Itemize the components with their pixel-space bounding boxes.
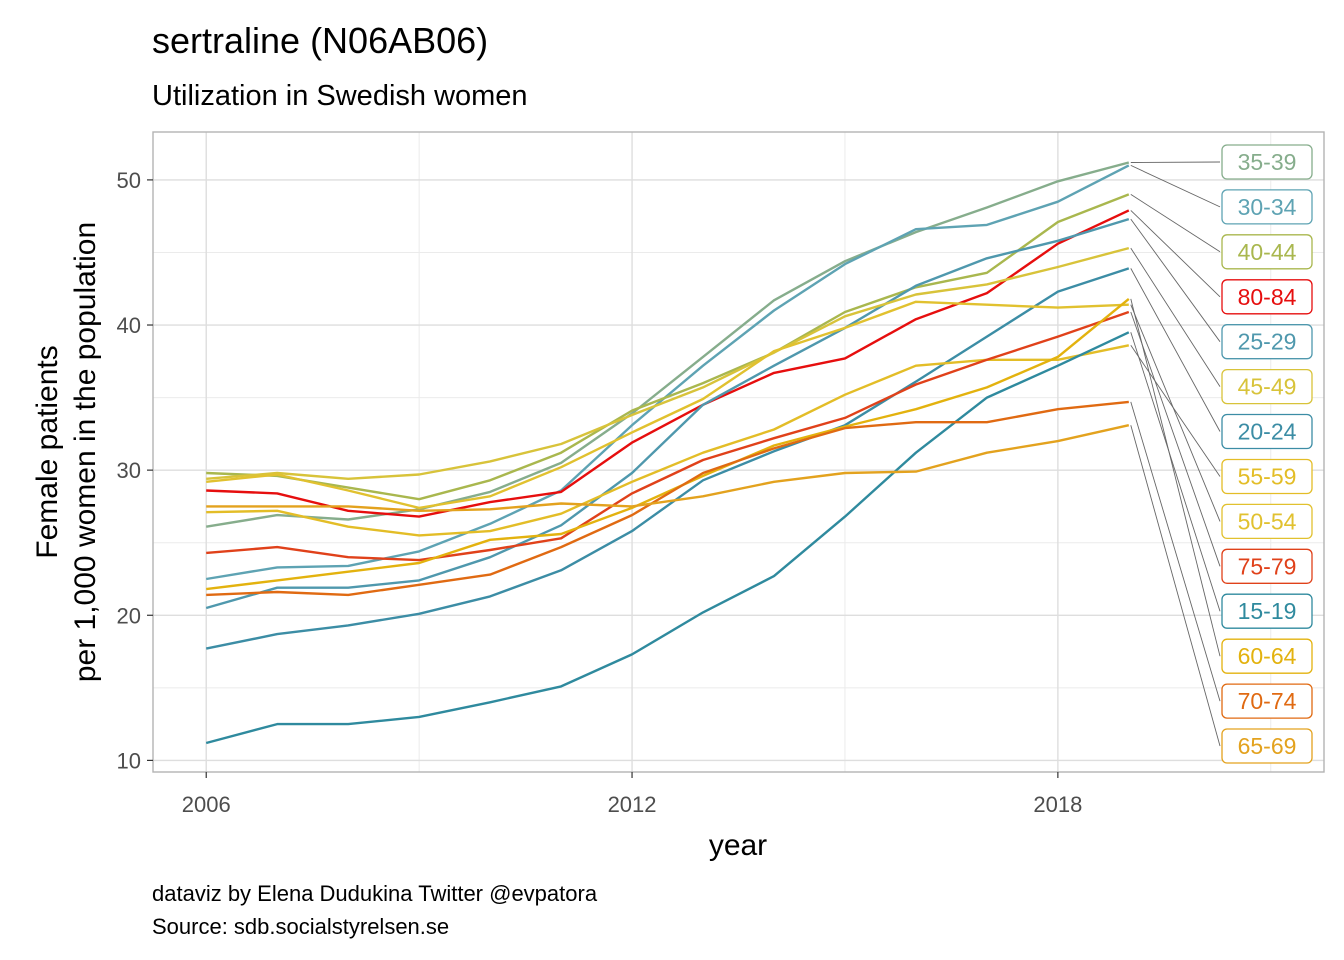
label-text: 65-69 <box>1238 733 1297 759</box>
y-tick-label: 30 <box>117 458 141 483</box>
series-label-50-54: 50-54 <box>1221 503 1313 540</box>
series-line-15-19 <box>205 331 1130 745</box>
label-box <box>1221 413 1313 450</box>
label-text: 20-24 <box>1238 419 1297 445</box>
series-label-55-59: 55-59 <box>1221 458 1313 495</box>
y-tick-label: 20 <box>117 603 141 628</box>
series-line-35-39 <box>206 161 1130 528</box>
label-text: 40-44 <box>1238 239 1297 265</box>
label-box <box>1221 368 1313 405</box>
y-tick-label: 40 <box>117 313 141 338</box>
label-leader-lines <box>1130 161 1221 747</box>
caption-source: Source: sdb.socialstyrelsen.se <box>152 914 449 939</box>
series-label-25-29: 25-29 <box>1221 324 1313 360</box>
leader-line-70-74 <box>1130 401 1221 702</box>
y-axis-title-line-1: Female patients <box>31 345 64 558</box>
series-label-40-44: 40-44 <box>1221 234 1313 270</box>
leader-line-60-64 <box>1130 298 1221 657</box>
leader-line-55-59 <box>1130 345 1221 477</box>
label-box <box>1221 458 1313 495</box>
x-tick-label: 2018 <box>1033 792 1082 817</box>
panel-border <box>152 131 1325 773</box>
label-text: 45-49 <box>1238 374 1297 400</box>
series-line-70-74 <box>206 400 1129 597</box>
leader-line-40-44 <box>1130 194 1221 253</box>
y-tick-label: 50 <box>117 168 141 193</box>
label-text: 55-59 <box>1238 464 1297 490</box>
series-line-55-59 <box>206 344 1130 537</box>
label-box <box>1221 548 1313 584</box>
leader-line-75-79 <box>1130 311 1221 567</box>
leader-line-65-69 <box>1130 425 1221 747</box>
label-box <box>1221 728 1313 764</box>
label-box <box>1221 144 1313 180</box>
leader-line-80-84 <box>1130 210 1221 298</box>
major-gridlines <box>153 132 1324 772</box>
series-line-25-29 <box>205 217 1130 610</box>
series-label-45-49: 45-49 <box>1221 368 1313 405</box>
label-box <box>1221 503 1313 540</box>
series-line-50-54 <box>206 300 1129 510</box>
leader-line-20-24 <box>1130 268 1221 432</box>
x-tick-label: 2012 <box>608 792 657 817</box>
leader-line-50-54 <box>1130 304 1221 522</box>
x-axis-title: year <box>709 829 767 862</box>
label-box <box>1221 324 1313 360</box>
label-box <box>1221 279 1313 315</box>
series-label-30-34: 30-34 <box>1221 189 1313 225</box>
caption-credit: dataviz by Elena Dudukina Twitter @evpat… <box>152 881 598 906</box>
series-label-20-24: 20-24 <box>1221 413 1313 450</box>
series-label-75-79: 75-79 <box>1221 548 1313 584</box>
series-label-80-84: 80-84 <box>1221 279 1313 315</box>
series-label-65-69: 65-69 <box>1221 728 1313 764</box>
label-box <box>1221 638 1313 674</box>
series-line-65-69 <box>206 424 1130 512</box>
y-tick-label: 10 <box>117 748 141 773</box>
leader-line-15-19 <box>1130 332 1221 612</box>
series-line-20-24 <box>205 267 1130 650</box>
label-text: 75-79 <box>1238 553 1297 579</box>
x-axis: 2006 2012 2018 <box>182 772 1082 817</box>
label-text: 25-29 <box>1238 329 1297 355</box>
label-box <box>1221 189 1313 225</box>
leader-line-45-49 <box>1130 247 1221 387</box>
label-text: 60-64 <box>1238 643 1297 669</box>
y-axis: 10 20 30 40 50 <box>117 168 153 773</box>
leader-line-30-34 <box>1130 164 1221 208</box>
series-label-15-19: 15-19 <box>1221 593 1313 629</box>
series-lines <box>205 161 1130 745</box>
series-line-60-64 <box>206 297 1130 591</box>
y-axis-title-line-2: per 1,000 women in the population <box>69 222 102 682</box>
x-tick-label: 2006 <box>182 792 231 817</box>
series-line-40-44 <box>206 193 1130 501</box>
label-text: 70-74 <box>1238 688 1297 714</box>
series-label-60-64: 60-64 <box>1221 638 1313 674</box>
leader-line-25-29 <box>1130 218 1221 342</box>
label-text: 35-39 <box>1238 149 1297 175</box>
series-labels: 35-39 30-34 40-44 80-84 25-29 45-49 20-24 55-59… <box>1221 144 1313 764</box>
series-label-35-39: 35-39 <box>1221 144 1313 180</box>
chart-title: sertraline (N06AB06) <box>152 20 488 61</box>
label-box <box>1221 683 1313 719</box>
series-line-45-49 <box>206 246 1130 480</box>
label-text: 80-84 <box>1238 284 1297 310</box>
label-text: 50-54 <box>1238 508 1297 534</box>
leader-line-35-39 <box>1130 161 1221 163</box>
series-line-75-79 <box>206 310 1130 562</box>
label-box <box>1221 593 1313 629</box>
series-line-30-34 <box>206 164 1130 581</box>
label-text: 30-34 <box>1238 194 1297 220</box>
chart-subtitle: Utilization in Swedish women <box>152 80 528 112</box>
series-line-80-84 <box>206 209 1130 518</box>
label-box <box>1221 234 1313 270</box>
label-text: 15-19 <box>1238 598 1297 624</box>
series-label-70-74: 70-74 <box>1221 683 1313 719</box>
